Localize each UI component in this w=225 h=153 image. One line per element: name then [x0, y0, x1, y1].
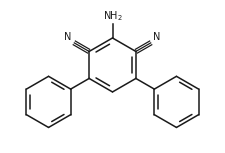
Text: N: N — [153, 32, 161, 42]
Text: N: N — [64, 32, 72, 42]
Text: NH$_2$: NH$_2$ — [103, 9, 122, 23]
